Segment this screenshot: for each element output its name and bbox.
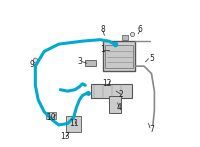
Text: 2: 2: [118, 90, 123, 99]
Text: 13: 13: [60, 132, 70, 141]
Text: 7: 7: [149, 125, 154, 134]
Text: 12: 12: [103, 79, 112, 88]
FancyBboxPatch shape: [122, 35, 128, 40]
FancyBboxPatch shape: [103, 41, 135, 71]
Text: 6: 6: [137, 25, 142, 34]
FancyBboxPatch shape: [66, 116, 81, 132]
FancyBboxPatch shape: [46, 112, 56, 119]
FancyBboxPatch shape: [105, 45, 133, 68]
FancyBboxPatch shape: [109, 96, 121, 113]
Text: 10: 10: [47, 113, 56, 122]
Text: 9: 9: [30, 60, 35, 69]
Text: 4: 4: [117, 103, 122, 112]
Text: 5: 5: [149, 54, 154, 63]
FancyBboxPatch shape: [85, 60, 96, 66]
FancyBboxPatch shape: [91, 84, 132, 98]
Text: 8: 8: [101, 25, 105, 34]
Text: 1: 1: [101, 45, 105, 55]
Text: 11: 11: [69, 119, 78, 128]
Text: 3: 3: [77, 57, 82, 66]
